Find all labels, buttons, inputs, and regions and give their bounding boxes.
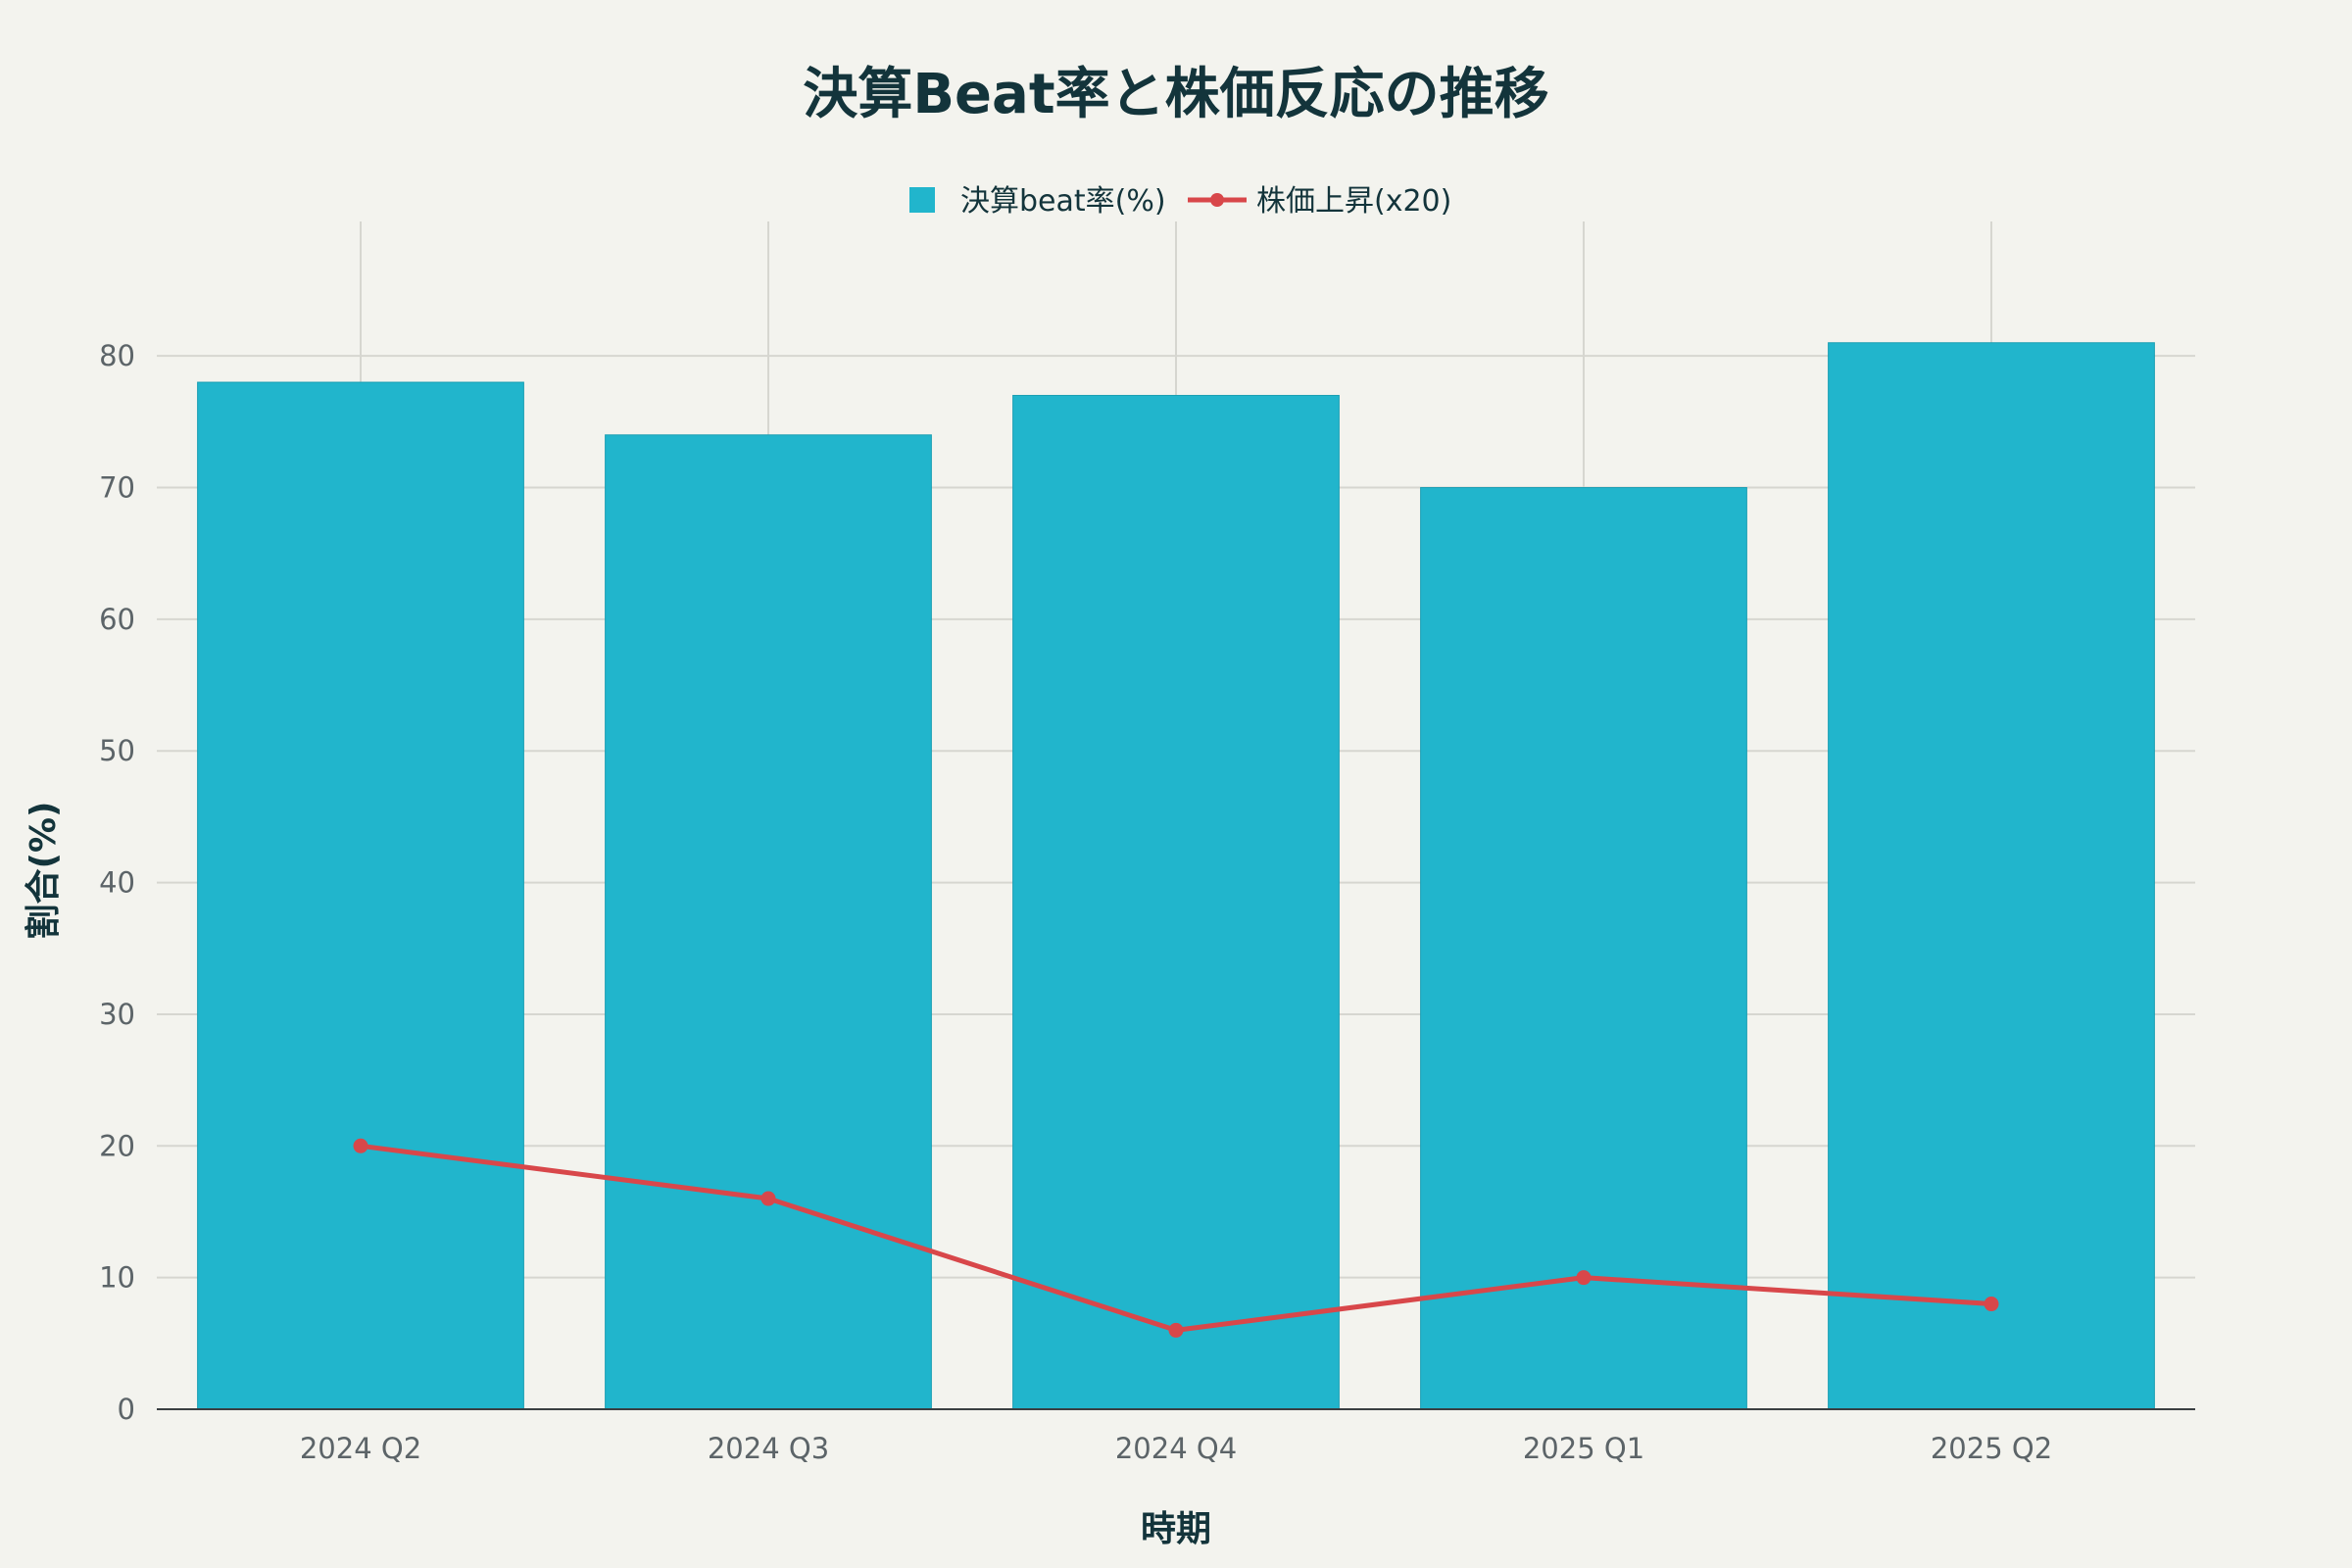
x-tick-label: 2025 Q1: [1523, 1432, 1644, 1465]
line-point: [1168, 1322, 1184, 1338]
line-point: [1984, 1297, 1999, 1312]
y-tick-label: 80: [99, 339, 135, 372]
bar: [1012, 394, 1340, 1410]
y-tick-label: 30: [99, 998, 135, 1031]
y-tick-label: 70: [99, 471, 135, 505]
y-tick-label: 20: [99, 1129, 135, 1162]
y-axis-ticks: 0 10 20 30 40 50 60 70 80: [99, 339, 135, 1426]
bar-series: [197, 342, 2155, 1410]
legend: 決算beat率(%) 株価上昇(x20): [909, 184, 1451, 219]
legend-label-bar: 決算beat率(%): [960, 184, 1166, 219]
y-tick-label: 10: [99, 1261, 135, 1295]
y-tick-label: 40: [99, 866, 135, 900]
line-series: [353, 1138, 1999, 1338]
bar: [1828, 342, 2155, 1410]
bar: [1420, 487, 1747, 1410]
legend-swatch-bar: [909, 187, 935, 213]
legend-swatch-line-marker: [1210, 193, 1224, 207]
bar: [605, 434, 932, 1410]
line-point: [353, 1138, 368, 1153]
y-tick-label: 50: [99, 734, 135, 767]
legend-label-line: 株価上昇(x20): [1256, 184, 1451, 219]
bar: [197, 381, 524, 1410]
y-tick-label: 0: [118, 1393, 135, 1426]
y-tick-label: 60: [99, 603, 135, 636]
chart-title: 決算Beat率と株価反応の推移: [803, 63, 1548, 126]
y-axis-title: 割合(%): [24, 802, 64, 940]
x-tick-label: 2024 Q2: [300, 1432, 421, 1465]
x-tick-label: 2024 Q3: [708, 1432, 829, 1465]
x-tick-label: 2025 Q2: [1931, 1432, 2052, 1465]
x-axis-title: 時期: [1141, 1509, 1211, 1549]
x-tick-label: 2024 Q4: [1115, 1432, 1237, 1465]
line-point: [1576, 1270, 1592, 1286]
x-axis-ticks: 2024 Q2 2024 Q3 2024 Q4 2025 Q1 2025 Q2: [300, 1432, 2052, 1465]
line-point: [760, 1191, 776, 1206]
